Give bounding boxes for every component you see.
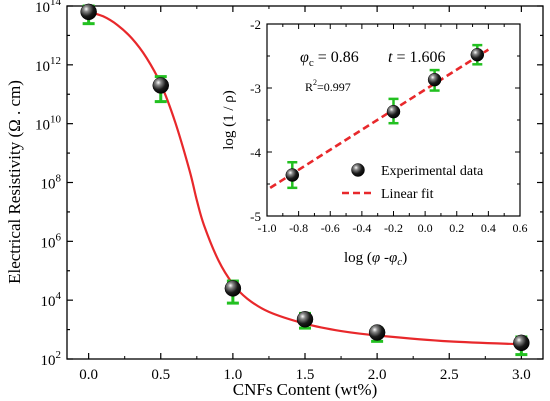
inset-x-tick-label: 0.2 — [449, 221, 464, 235]
main-x-tick-label: 0.0 — [79, 367, 98, 383]
inset-x-axis-label: log (φ -φc) — [344, 250, 407, 268]
inset-x-tick-label: -0.6 — [321, 221, 340, 235]
main-x-tick-label: 2.5 — [440, 367, 459, 383]
legend-label-fit: Linear fit — [381, 187, 434, 202]
inset-annotation: φc = 0.86 t = 1.606 R2=0.997 — [300, 49, 445, 94]
main-data-point — [224, 279, 242, 305]
inset-marker — [285, 168, 300, 182]
main-y-tick-label: 1010 — [35, 114, 62, 134]
main-y-tick-label: 102 — [41, 349, 62, 369]
inset-marker — [470, 47, 485, 62]
phi-c-annotation: φc = 0.86 — [300, 49, 359, 69]
main-data-point — [152, 75, 170, 104]
main-x-tick-label: 2.0 — [368, 367, 387, 383]
inset-data-points — [285, 43, 485, 190]
inset-x-ticks: -1.0 -0.8 -0.6 -0.4 -0.2 0.0 0.2 0.4 0.6 — [258, 24, 528, 235]
main-data-point — [80, 3, 97, 26]
main-y-ticks: 102 104 106 108 1010 1012 1014 — [35, 0, 543, 369]
inset-marker — [386, 104, 401, 119]
main-x-tick-label: 1.0 — [224, 367, 243, 383]
inset-x-tick-label: -1.0 — [258, 221, 277, 235]
inset-x-tick-label: 0.6 — [513, 221, 528, 235]
main-marker — [80, 3, 97, 21]
main-data-point — [513, 334, 530, 357]
main-data-point — [368, 324, 386, 343]
main-marker — [296, 311, 314, 328]
main-y-tick-label: 1012 — [35, 55, 61, 75]
main-fit-curve — [88, 10, 522, 346]
inset-data-point — [470, 43, 485, 66]
inset-x-tick-label: -0.8 — [289, 221, 308, 235]
inset-x-tick-label: 0.0 — [418, 221, 433, 235]
inset-x-tick-label: 0.4 — [481, 221, 496, 235]
inset-x-tick-label: -0.2 — [384, 221, 403, 235]
inset-y-tick-label: -5 — [250, 209, 261, 224]
main-marker — [224, 280, 242, 297]
main-x-tick-label: 0.5 — [151, 367, 170, 383]
inset-data-point — [285, 160, 300, 190]
main-x-tick-label: 3.0 — [512, 367, 531, 383]
inset-y-axis-label: log (1 / ρ) — [221, 90, 237, 150]
main-data-points — [80, 3, 530, 357]
inset-linear-fit — [269, 48, 490, 189]
main-x-axis-label: CNFs Content (wt%) — [233, 380, 378, 399]
main-marker — [152, 77, 170, 94]
main-x-tick-label: 1.5 — [296, 367, 315, 383]
legend-marker-experimental — [351, 163, 365, 177]
main-plot: 0.0 0.5 1.0 1.5 2.0 2.5 3.0 102104106108101010… — [5, 0, 544, 399]
inset-marker — [427, 72, 442, 87]
main-y-tick-label: 104 — [41, 290, 62, 310]
main-x-ticks: 0.0 0.5 1.0 1.5 2.0 2.5 3.0 — [79, 6, 531, 383]
inset-data-point — [427, 68, 442, 92]
main-marker — [368, 324, 386, 341]
inset-y-tick-label: -2 — [250, 17, 261, 32]
main-y-axis-label: Electrical Resistivity (Ω . cm) — [5, 80, 24, 284]
inset-y-ticks: -5 -4 -3 -2 — [250, 17, 520, 224]
legend-label-experimental: Experimental data — [381, 164, 484, 179]
inset-y-tick-label: -3 — [250, 81, 261, 96]
main-y-tick-label: 108 — [41, 173, 62, 193]
t-annotation: t = 1.606 — [388, 49, 445, 66]
main-marker — [513, 334, 530, 352]
main-data-point — [296, 311, 314, 330]
inset-plot: -1.0 -0.8 -0.6 -0.4 -0.2 0.0 0.2 0.4 0.6 -5-4-3-… — [221, 17, 528, 268]
main-y-tick-label: 106 — [41, 231, 62, 251]
inset-legend: Experimental data Linear fit — [342, 163, 484, 202]
inset-x-tick-label: -0.4 — [352, 221, 371, 235]
main-y-tick-label: 1014 — [35, 0, 62, 16]
inset-data-point — [386, 97, 401, 125]
inset-y-tick-label: -4 — [250, 145, 261, 160]
r-squared-annotation: R2=0.997 — [305, 78, 351, 94]
